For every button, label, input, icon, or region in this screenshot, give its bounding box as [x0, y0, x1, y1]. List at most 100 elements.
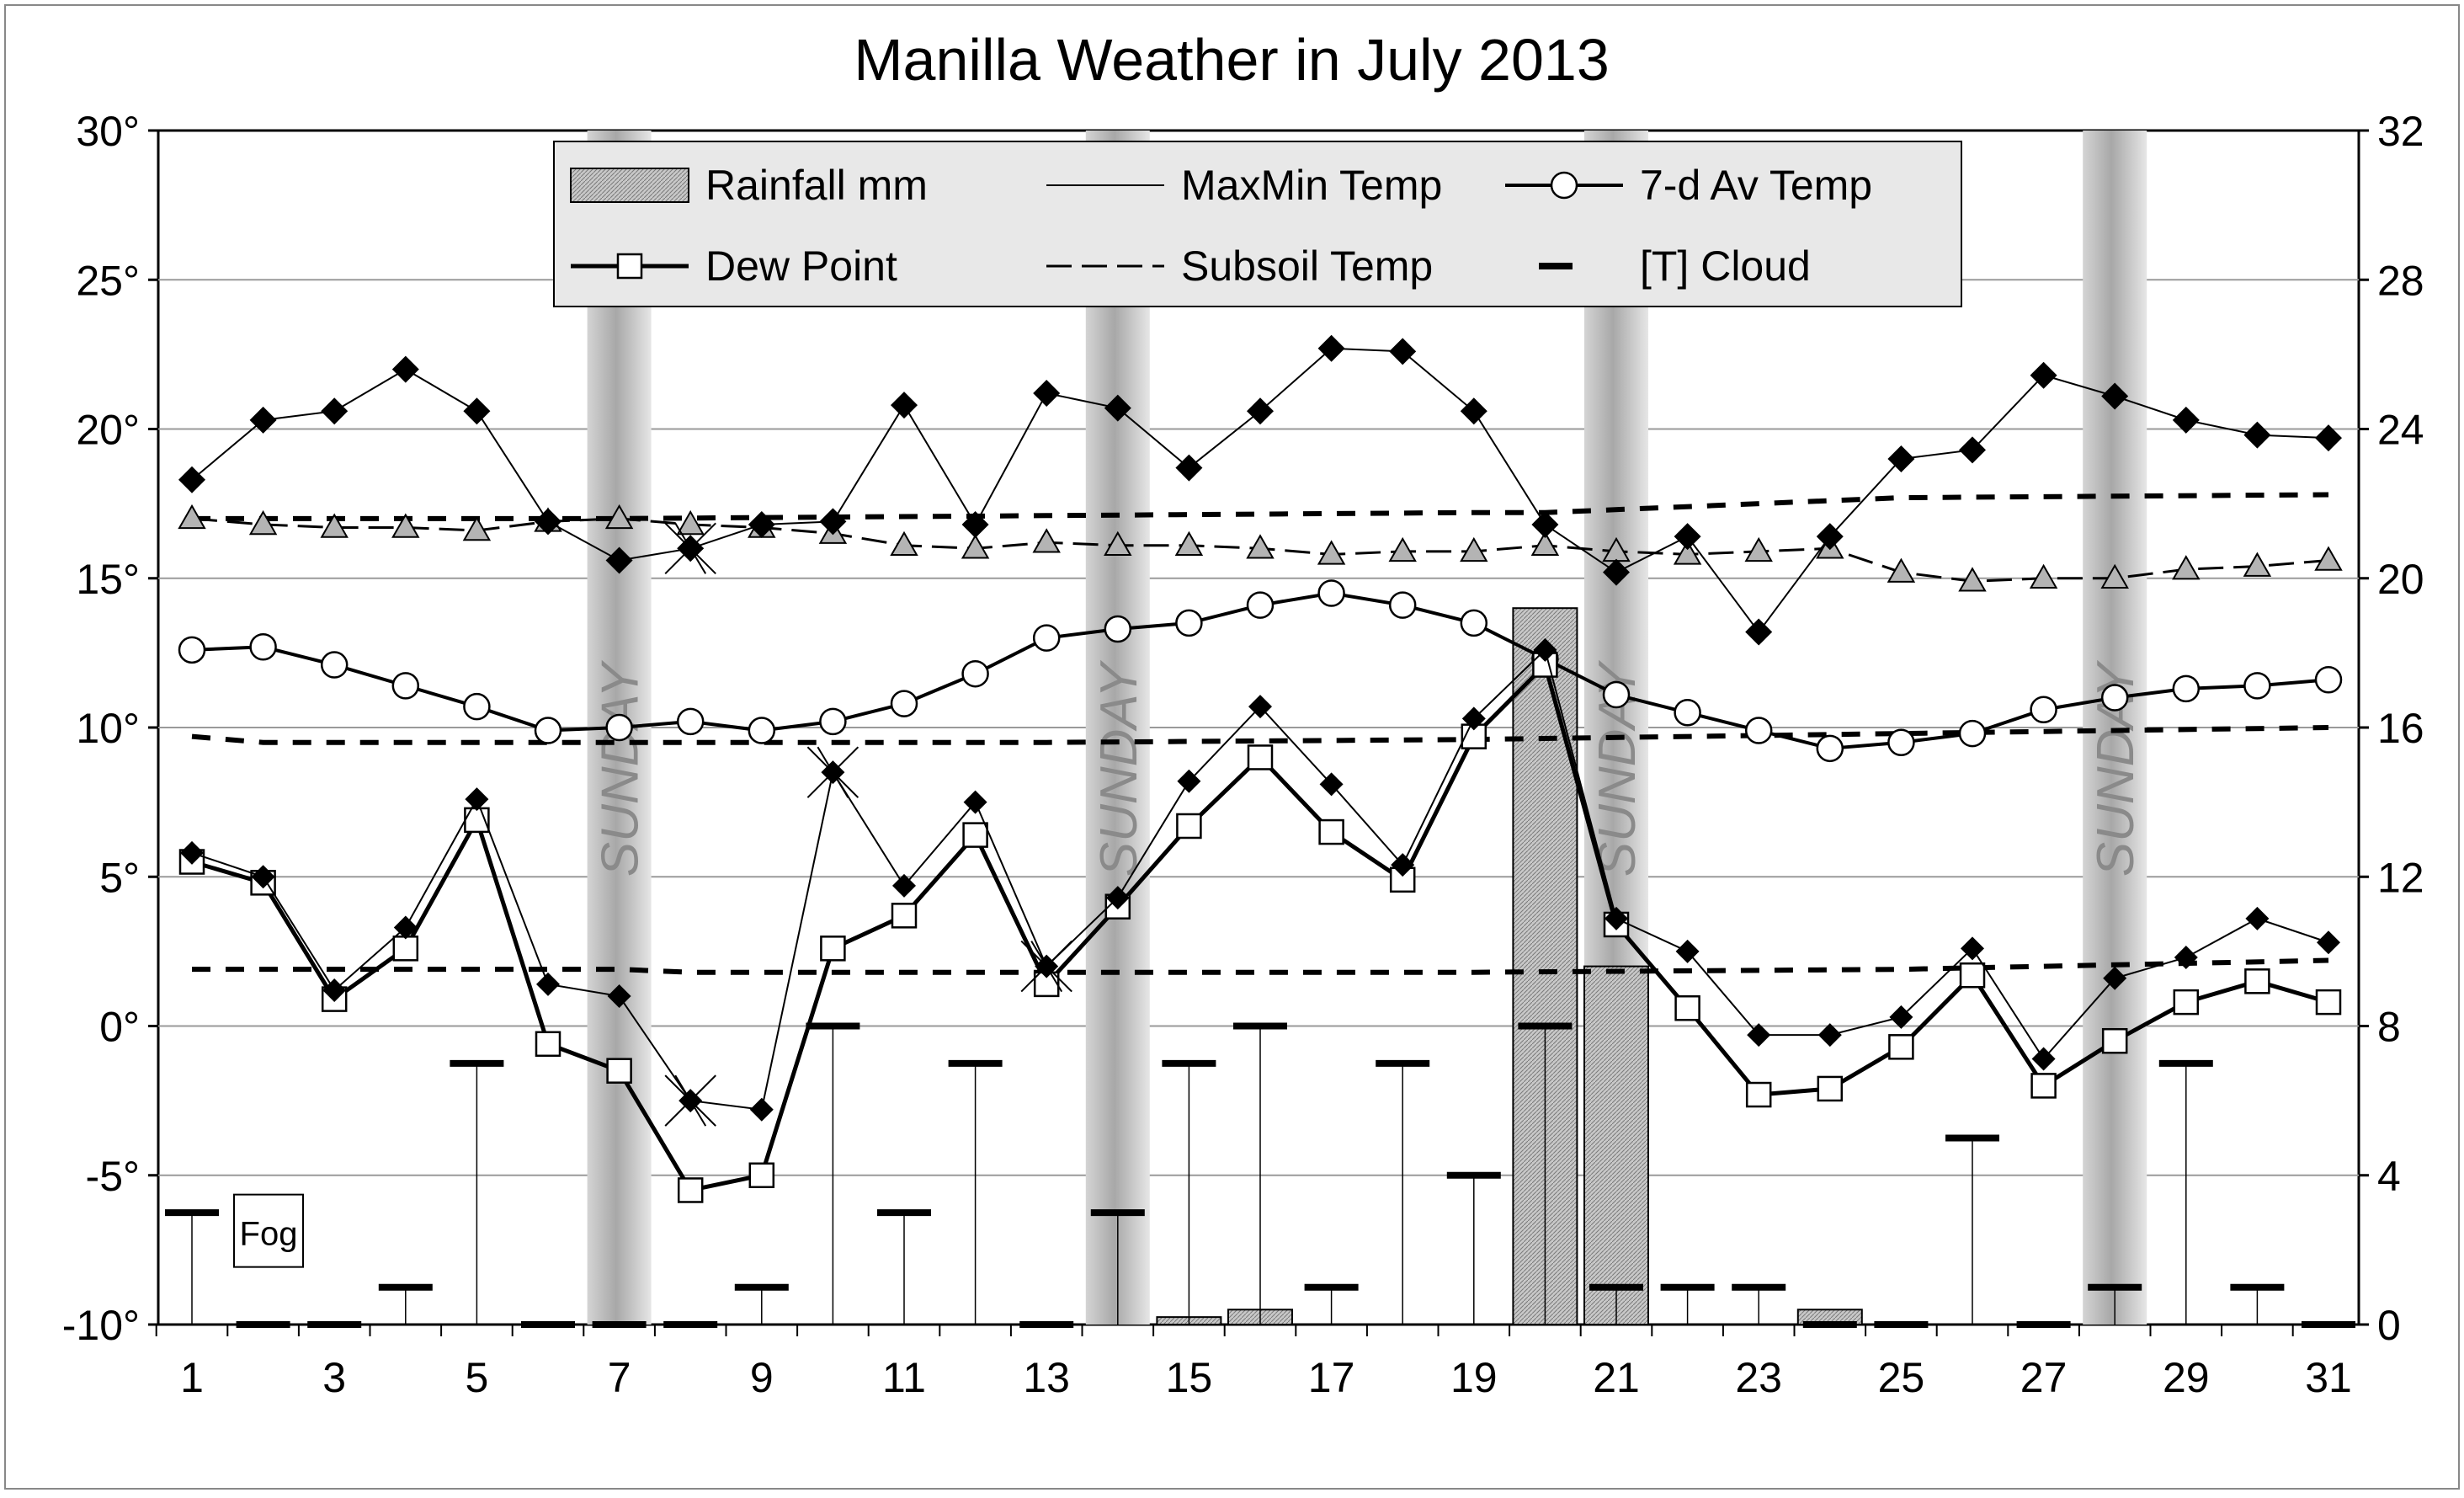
avg-temp-marker — [1744, 717, 1773, 744]
avg-temp-marker — [463, 692, 491, 721]
y-right-tick-label: 8 — [2377, 1004, 2401, 1051]
min-temp-marker — [2031, 1047, 2056, 1071]
dew-point-marker — [1247, 744, 1274, 770]
x-tick-label: 13 — [1023, 1354, 1070, 1401]
fog-label: Fog — [240, 1216, 298, 1253]
subsoil-marker — [1530, 530, 1560, 557]
avg-temp-marker — [890, 690, 918, 717]
legend-swatch-rainfall — [570, 168, 689, 203]
min-temp-marker — [1248, 695, 1272, 719]
avg-temp-marker — [676, 707, 705, 736]
avg-temp-marker — [1246, 591, 1275, 619]
subsoil-marker — [2029, 563, 2058, 589]
legend-marker-avg — [1550, 171, 1578, 200]
max-temp-marker — [391, 355, 419, 383]
min-temp-marker — [536, 972, 560, 996]
dew-point-marker — [1745, 1081, 1772, 1108]
x-tick-label: 21 — [1593, 1354, 1640, 1401]
max-temp-marker — [249, 406, 277, 434]
subsoil-marker — [2314, 546, 2343, 571]
avg-temp-marker — [2314, 666, 2343, 694]
max-temp-marker — [1247, 397, 1274, 425]
avg-temp-marker — [1388, 591, 1417, 619]
dew-point-marker — [2030, 1073, 2057, 1099]
avg-temp-marker — [320, 651, 349, 679]
avg-temp-marker — [1958, 719, 1987, 748]
y-left-tick-label: 15° — [76, 556, 140, 603]
x-tick-label: 3 — [322, 1354, 346, 1401]
legend-label: MaxMin Temp — [1181, 162, 1442, 209]
y-right-tick-label: 12 — [2377, 854, 2424, 901]
dew-point-marker — [1959, 962, 1986, 989]
y-right-tick-label: 24 — [2377, 407, 2424, 454]
x-tick-label: 31 — [2305, 1354, 2352, 1401]
dew-point-marker — [1318, 818, 1344, 845]
sunday-band — [2083, 131, 2147, 1325]
legend-label: Rainfall mm — [705, 162, 928, 209]
x-tick-label: 9 — [750, 1354, 774, 1401]
min-temp-marker — [1817, 1023, 1842, 1048]
subsoil-marker — [1388, 536, 1417, 562]
subsoil-marker — [391, 513, 420, 538]
max-temp-marker — [178, 466, 205, 493]
max-temp-marker — [819, 508, 847, 536]
max-temp-marker — [2243, 421, 2271, 449]
max-temp-marker — [1887, 445, 1915, 472]
reference-line — [192, 492, 2329, 521]
dew-point-marker — [1817, 1075, 1844, 1102]
y-left-tick-label: -10° — [62, 1302, 140, 1349]
avg-temp-marker — [961, 659, 989, 688]
subsoil-marker — [2243, 552, 2272, 577]
dew-point-marker — [748, 1162, 775, 1188]
max-temp-marker — [1175, 454, 1203, 482]
y-left-tick-label: 25° — [76, 257, 140, 304]
avg-temp-marker — [2100, 684, 2129, 712]
dew-point-marker — [2101, 1027, 2128, 1054]
subsoil-marker — [178, 504, 206, 530]
asterisk-mark — [817, 746, 849, 798]
asterisk-mark — [1030, 941, 1063, 993]
y-right-tick-label: 28 — [2377, 257, 2424, 304]
legend-label: 7-d Av Temp — [1640, 162, 1872, 209]
max-temp-marker — [891, 392, 918, 419]
min-temp-marker — [607, 984, 631, 1009]
min-temp-marker — [1461, 706, 1486, 731]
avg-temp-marker — [2243, 672, 2271, 700]
x-tick-label: 25 — [1878, 1354, 1925, 1401]
subsoil-marker — [1317, 540, 1346, 565]
chart-title: Manilla Weather in July 2013 — [854, 27, 1610, 93]
max-temp-marker — [535, 508, 561, 536]
min-temp-marker — [1605, 906, 1628, 930]
subsoil-marker — [1673, 540, 1702, 565]
asterisk-mark — [674, 1074, 707, 1127]
min-temp-marker — [251, 865, 275, 889]
max-temp-marker — [1959, 436, 1986, 464]
min-temp-marker — [180, 840, 204, 865]
x-tick-label: 27 — [2020, 1354, 2068, 1401]
min-temp-marker — [1747, 1023, 1771, 1048]
min-temp-marker — [1961, 936, 1984, 961]
avg-temp-marker — [1887, 728, 1915, 756]
max-temp-marker — [1460, 397, 1487, 425]
min-temp-marker — [1533, 637, 1557, 662]
avg-temp-marker — [1175, 609, 1203, 637]
dew-point-marker — [2244, 968, 2270, 994]
max-temp-marker — [1531, 510, 1559, 538]
avg-temp-marker — [748, 717, 776, 744]
subsoil-marker — [2100, 563, 2129, 589]
legend-label: Dew Point — [705, 243, 897, 290]
y-left-tick-label: 0° — [99, 1004, 140, 1051]
dew-point-marker — [962, 822, 988, 848]
min-temp-marker — [1391, 853, 1415, 877]
avg-temp-marker — [1032, 624, 1061, 652]
reference-line — [191, 725, 2329, 745]
avg-temp-marker — [1602, 680, 1631, 709]
max-temp-marker — [1745, 618, 1773, 646]
x-tick-label: 11 — [882, 1354, 926, 1401]
subsoil-marker — [1174, 530, 1204, 557]
dew-point-marker — [891, 903, 918, 929]
max-temp-marker — [1389, 338, 1417, 365]
subsoil-marker — [462, 516, 492, 541]
subsoil-marker — [2172, 555, 2201, 580]
avg-temp-marker — [534, 717, 562, 744]
